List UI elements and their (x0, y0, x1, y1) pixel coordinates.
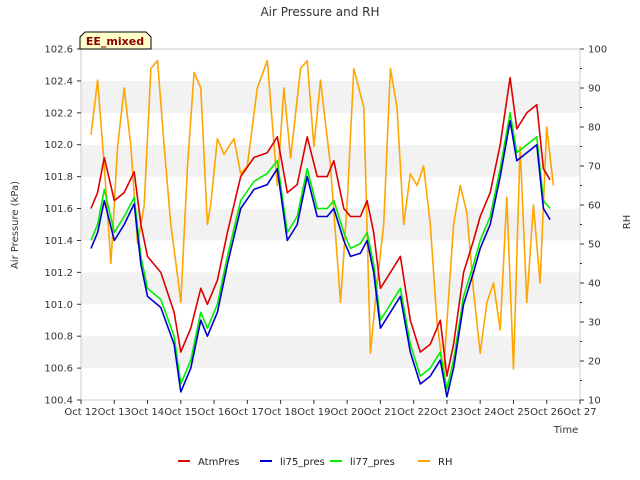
badge-box (79, 31, 152, 50)
right-tick-label: 100 (588, 45, 607, 56)
series-lines (90, 59, 555, 398)
right-tick-label: 80 (588, 123, 601, 134)
right-tick-label: 70 (588, 162, 601, 173)
right-tick-label: 10 (588, 396, 601, 407)
x-tick-label: Oct 16 (197, 407, 230, 418)
left-tick-label: 102.2 (44, 108, 73, 119)
plot-badge: EE_mixed (79, 31, 152, 50)
left-tick-label: 102.4 (44, 76, 73, 87)
x-tick-label: Oct 20 (331, 407, 364, 418)
grid-band (81, 272, 580, 305)
grid-band (81, 240, 580, 273)
y-axis-left-label: Air Pressure (kPa) (10, 181, 21, 269)
x-tick-label: Oct 15 (164, 407, 197, 418)
left-tick-label: 102.6 (44, 45, 73, 56)
series-line-atmpres (90, 76, 551, 377)
left-tick-label: 101.6 (44, 204, 73, 215)
x-tick-label: Oct 21 (364, 407, 397, 418)
legend-label: li77_pres (350, 457, 395, 468)
right-tick-label: 30 (588, 318, 601, 329)
grid-band (81, 304, 580, 337)
left-tick-label: 100.8 (44, 332, 73, 343)
badge-label: EE_mixed (86, 35, 144, 48)
series-line-li75-pres (90, 120, 551, 398)
grid-band (81, 368, 580, 400)
left-axis-ticks: 100.4 100.6 100.8 101.0 101.2 101.4 101.6 101.8… (44, 45, 81, 407)
x-tick-label: Oct 19 (297, 407, 330, 418)
right-tick-label: 90 (588, 84, 601, 95)
series-line-rh (90, 59, 555, 374)
legend-label: RH (438, 457, 452, 468)
x-axis-label: Time (553, 425, 578, 436)
series-line-li77-pres (90, 112, 551, 390)
right-tick-label: 40 (588, 279, 601, 290)
grid-band (81, 80, 580, 113)
left-tick-label: 100.4 (44, 396, 73, 407)
x-tick-label: Oct 14 (131, 407, 164, 418)
grid-band (81, 336, 580, 369)
y-axis-right-label: RH (622, 215, 633, 229)
right-tick-label: 60 (588, 201, 601, 212)
x-tick-label: Oct 22 (397, 407, 430, 418)
x-tick-label: Oct 13 (98, 407, 131, 418)
x-tick-label: Oct 23 (430, 407, 463, 418)
x-tick-label: Oct 12 (64, 407, 97, 418)
left-tick-label: 101.0 (44, 300, 73, 311)
x-tick-label: Oct 26 (530, 407, 563, 418)
grid-band (81, 208, 580, 241)
legend: AtmPres li75_pres li77_pres RH (178, 457, 452, 468)
chart-title: Air Pressure and RH (260, 5, 379, 19)
right-tick-label: 20 (588, 357, 601, 368)
x-tick-label: Oct 18 (264, 407, 297, 418)
right-tick-label: 50 (588, 240, 601, 251)
left-tick-label: 101.2 (44, 268, 73, 279)
x-tick-label: Oct 27 (563, 407, 596, 418)
x-tick-label: Oct 17 (231, 407, 264, 418)
x-axis-ticks: Oct 12 Oct 13 Oct 14 Oct 15 Oct 16 Oct 17 Oct … (64, 400, 597, 418)
x-tick-label: Oct 24 (464, 407, 497, 418)
left-tick-label: 101.8 (44, 172, 73, 183)
left-tick-label: 100.6 (44, 364, 73, 375)
grid-band (81, 49, 580, 81)
left-tick-label: 101.4 (44, 236, 73, 247)
right-axis-ticks: 10 20 30 40 50 60 70 80 90 100 (580, 45, 607, 407)
x-tick-label: Oct 25 (497, 407, 530, 418)
left-tick-label: 102.0 (44, 140, 73, 151)
legend-label: AtmPres (198, 457, 239, 468)
legend-label: li75_pres (280, 457, 325, 468)
